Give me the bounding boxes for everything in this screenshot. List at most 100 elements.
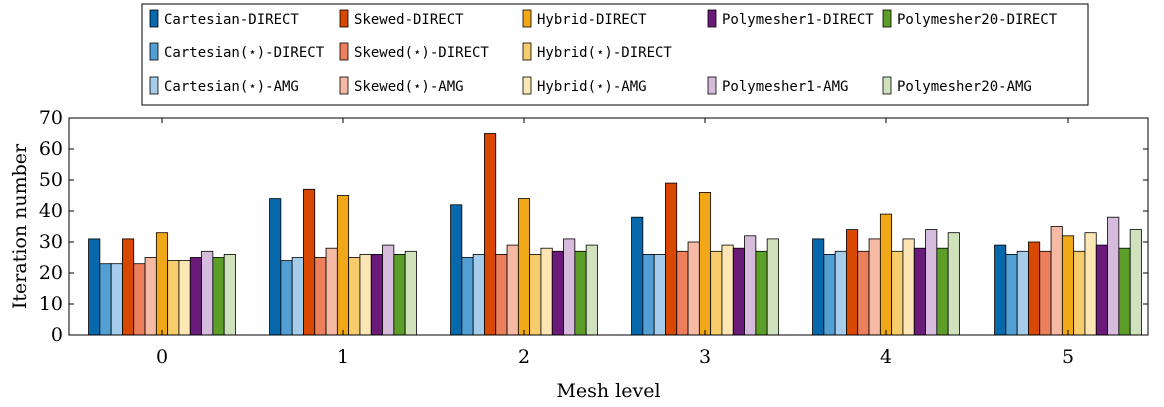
legend-item-polymesher20-amg: Polymesher20-AMG	[882, 76, 1032, 95]
bar-skewed-direct-level-0	[122, 238, 135, 336]
legend-label: Hybrid(⋆)-AMG	[537, 79, 647, 95]
bar-cartesian-direct-level-2	[450, 204, 463, 336]
bar-hybrid-direct-level-3	[698, 191, 712, 336]
legend-swatch	[707, 9, 717, 28]
legend-swatch	[339, 42, 349, 61]
y-tick-label: 10	[39, 293, 63, 315]
legend-label: Hybrid-DIRECT	[537, 12, 647, 28]
bar-polymesher1-amg-level-0	[201, 250, 214, 336]
bar-skewed-star-amg-level-2	[506, 244, 519, 336]
legend-item-hybrid-direct: Hybrid-DIRECT	[522, 9, 647, 28]
bar-hybrid-direct-level-4	[879, 213, 893, 336]
bar-polymesher20-direct-level-2	[574, 250, 587, 336]
bar-skewed-star-direct-level-3	[676, 250, 689, 336]
bar-hybrid-star-amg-level-2	[540, 247, 553, 336]
legend-swatch	[149, 42, 159, 61]
bar-polymesher1-amg-level-4	[925, 229, 938, 336]
axis-frame	[68, 117, 1149, 336]
y-tick-label: 50	[39, 169, 63, 191]
bar-polymesher20-direct-level-0	[212, 257, 225, 336]
bar-skewed-star-direct-level-0	[133, 263, 146, 336]
bar-cartesian-direct-level-4	[812, 238, 825, 336]
legend-label: Skewed-DIRECT	[354, 12, 464, 28]
bar-hybrid-star-amg-level-1	[359, 253, 372, 336]
x-axis-label: Mesh level	[556, 380, 660, 402]
bar-hybrid-star-amg-level-0	[178, 260, 191, 336]
bar-hybrid-star-direct-level-0	[167, 260, 180, 336]
bar-polymesher20-amg-level-1	[404, 250, 417, 336]
legend-swatch	[707, 76, 717, 95]
axes: 0 10 20 30 40 50 60 70 0 1 2 3 4 5	[39, 107, 1149, 368]
legend-label: Skewed(⋆)-DIRECT	[354, 45, 489, 61]
bar-hybrid-direct-level-2	[517, 198, 531, 336]
bar-polymesher1-direct-level-1	[370, 253, 383, 336]
x-tick-label: 1	[337, 346, 349, 368]
plot-area	[88, 133, 1142, 336]
bar-cartesian-direct-level-0	[88, 238, 101, 336]
bar-polymesher20-amg-level-5	[1129, 229, 1142, 336]
bar-hybrid-star-amg-level-3	[721, 244, 734, 336]
legend-swatch	[149, 9, 159, 28]
bar-polymesher20-amg-level-3	[766, 238, 779, 336]
bar-skewed-direct-level-1	[303, 188, 316, 336]
bar-cartesian-star-direct-level-1	[280, 260, 293, 336]
bar-skewed-star-amg-level-0	[144, 257, 157, 336]
legend-label: Cartesian(⋆)-AMG	[164, 79, 299, 95]
bar-polymesher20-amg-level-2	[585, 244, 598, 336]
legend-swatch	[882, 76, 892, 95]
bar-polymesher20-amg-level-4	[947, 232, 960, 336]
bar-cartesian-direct-level-1	[269, 198, 282, 336]
bar-polymesher1-direct-level-5	[1095, 244, 1108, 336]
bar-skewed-direct-level-5	[1028, 241, 1041, 336]
bar-cartesian-direct-level-5	[994, 244, 1007, 336]
bar-cartesian-star-amg-level-1	[291, 257, 304, 336]
bar-skewed-star-amg-level-3	[687, 241, 700, 336]
bar-polymesher1-direct-level-4	[913, 247, 926, 336]
x-tick-label: 3	[699, 346, 711, 368]
bar-cartesian-star-direct-level-0	[99, 263, 112, 336]
bar-skewed-star-direct-level-5	[1039, 250, 1052, 336]
legend: Cartesian-DIRECT Skewed-DIRECT Hybrid-DIRE…	[141, 3, 1089, 106]
legend-label: Cartesian(⋆)-DIRECT	[164, 45, 325, 61]
legend-label: Polymesher20-AMG	[897, 79, 1032, 95]
x-tick-label: 2	[518, 346, 530, 368]
legend-label: Polymesher1-DIRECT	[722, 12, 874, 28]
legend-swatch	[522, 42, 532, 61]
legend-item-cartesian-star-amg: Cartesian(⋆)-AMG	[149, 76, 299, 95]
bar-skewed-star-amg-level-1	[325, 247, 338, 336]
bar-polymesher1-amg-level-2	[563, 238, 576, 336]
bar-cartesian-star-direct-level-3	[642, 253, 655, 336]
legend-item-polymesher20-direct: Polymesher20-DIRECT	[882, 9, 1058, 28]
legend-item-polymesher1-direct: Polymesher1-DIRECT	[707, 9, 874, 28]
bar-hybrid-star-amg-level-4	[902, 238, 915, 336]
bar-skewed-star-direct-level-4	[857, 250, 870, 336]
bar-polymesher1-direct-level-2	[551, 250, 564, 336]
legend-label: Polymesher1-AMG	[722, 79, 848, 95]
legend-box	[141, 3, 1089, 106]
y-tick-label: 0	[51, 324, 63, 346]
y-tick-label: 70	[39, 107, 63, 129]
bar-skewed-direct-level-3	[665, 182, 678, 336]
bar-hybrid-star-direct-level-2	[529, 253, 542, 336]
y-tick-label: 30	[39, 231, 63, 253]
bar-skewed-star-direct-level-2	[495, 253, 508, 336]
bar-hybrid-star-amg-level-5	[1084, 232, 1097, 336]
legend-item-hybrid-star-direct: Hybrid(⋆)-DIRECT	[522, 42, 672, 61]
legend-swatch	[882, 9, 892, 28]
bar-hybrid-star-direct-level-1	[348, 257, 361, 336]
legend-item-cartesian-star-direct: Cartesian(⋆)-DIRECT	[149, 42, 325, 61]
legend-item-skewed-star-amg: Skewed(⋆)-AMG	[339, 76, 464, 95]
bar-cartesian-star-amg-level-2	[472, 253, 485, 336]
bar-cartesian-star-direct-level-2	[461, 257, 474, 336]
x-tick-label: 4	[880, 346, 892, 368]
legend-swatch	[339, 9, 349, 28]
y-tick-label: 40	[39, 200, 63, 222]
bar-polymesher1-amg-level-1	[382, 244, 395, 336]
x-tick-label: 5	[1062, 346, 1074, 368]
bar-cartesian-star-amg-level-5	[1016, 250, 1029, 336]
bar-hybrid-direct-level-1	[336, 195, 350, 336]
bar-polymesher1-direct-level-3	[732, 247, 745, 336]
legend-item-cartesian-direct: Cartesian-DIRECT	[149, 9, 299, 28]
bar-cartesian-direct-level-3	[631, 216, 644, 336]
